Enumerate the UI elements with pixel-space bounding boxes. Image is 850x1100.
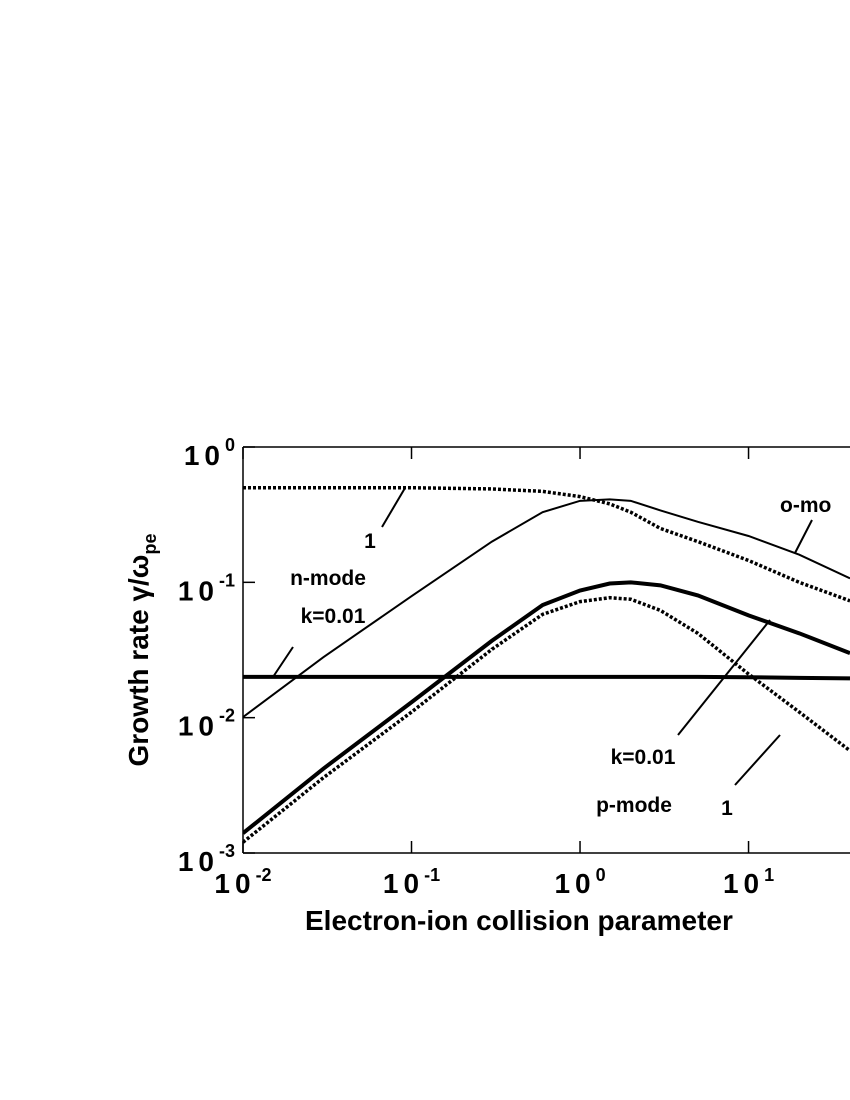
x-tick-label: 10-2 <box>214 865 271 899</box>
annotation: n-mode <box>290 567 366 590</box>
leader-line <box>794 519 813 554</box>
y-tick-exp: -1 <box>219 570 235 590</box>
y-tick-label: 100 <box>184 435 235 471</box>
y-tick-exp: -2 <box>219 706 235 726</box>
leader-line <box>381 487 406 528</box>
y-tick-exp: -3 <box>219 841 235 861</box>
y-tick-base: 10 <box>178 575 219 606</box>
data-line <box>243 580 850 835</box>
x-tick-exp: -2 <box>256 865 272 885</box>
annotation: 1 <box>721 797 733 820</box>
leader-line <box>272 646 294 678</box>
y-tick-label: 10-2 <box>178 706 235 742</box>
plot-area <box>243 485 850 844</box>
annotation: p-mode <box>596 794 672 817</box>
annotation: k=0.01 <box>611 746 676 769</box>
x-tick-base: 10 <box>383 868 424 899</box>
y-axis-label-sub: pe <box>140 534 160 555</box>
annotation: 1 <box>364 530 376 553</box>
y-axis-label: Growth rate γ/ωpe <box>123 534 160 767</box>
x-tick-exp: 1 <box>764 865 774 885</box>
y-axis-label-group: Growth rate γ/ωpe <box>123 534 160 767</box>
y-tick-exp: 0 <box>225 435 235 455</box>
annotation: o-mo <box>780 494 831 517</box>
y-tick-label: 10-3 <box>178 841 235 877</box>
annotation: k=0.01 <box>301 605 366 628</box>
x-tick-label: 10-1 <box>383 865 440 899</box>
y-tick-base: 10 <box>178 711 219 742</box>
x-tick-label: 101 <box>723 865 774 899</box>
leader-line <box>734 734 781 786</box>
x-tick-exp: -1 <box>424 865 440 885</box>
y-tick-label: 10-1 <box>178 570 235 606</box>
x-axis-label: Electron-ion collision parameter <box>305 905 733 936</box>
data-line <box>243 498 850 718</box>
y-tick-base: 10 <box>184 440 225 471</box>
x-tick-base: 10 <box>214 868 255 899</box>
x-tick-exp: 0 <box>596 865 606 885</box>
x-tick-label: 100 <box>554 865 605 899</box>
y-axis-label-main: Growth rate γ/ω <box>123 555 154 767</box>
data-line <box>243 595 850 844</box>
x-tick-base: 10 <box>554 868 595 899</box>
data-line <box>243 674 850 681</box>
y-tick-base: 10 <box>178 846 219 877</box>
x-tick-base: 10 <box>723 868 764 899</box>
